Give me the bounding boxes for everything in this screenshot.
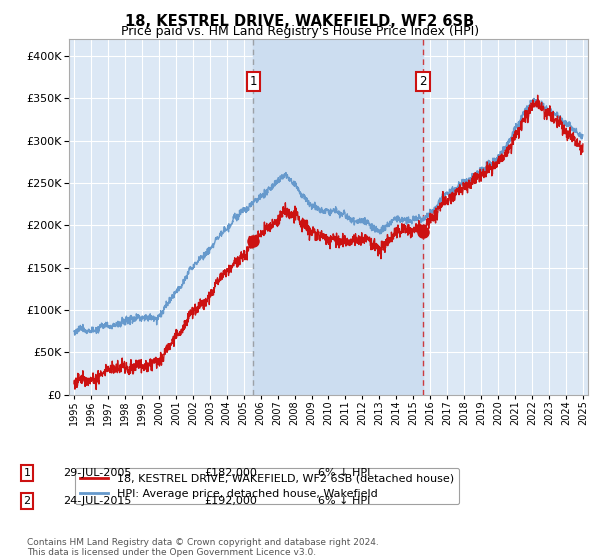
Text: Contains HM Land Registry data © Crown copyright and database right 2024.
This d: Contains HM Land Registry data © Crown c… — [27, 538, 379, 557]
Bar — [253, 39, 423, 395]
Text: 1: 1 — [23, 468, 31, 478]
Text: 18, KESTREL DRIVE, WAKEFIELD, WF2 6SB: 18, KESTREL DRIVE, WAKEFIELD, WF2 6SB — [125, 14, 475, 29]
Text: 2: 2 — [23, 496, 31, 506]
Text: 1: 1 — [250, 76, 257, 88]
Text: 2: 2 — [419, 76, 427, 88]
Text: 24-JUL-2015: 24-JUL-2015 — [63, 496, 131, 506]
Text: Price paid vs. HM Land Registry's House Price Index (HPI): Price paid vs. HM Land Registry's House … — [121, 25, 479, 38]
Text: 29-JUL-2005: 29-JUL-2005 — [63, 468, 131, 478]
Text: £192,000: £192,000 — [204, 496, 257, 506]
Text: £182,000: £182,000 — [204, 468, 257, 478]
Legend: 18, KESTREL DRIVE, WAKEFIELD, WF2 6SB (detached house), HPI: Average price, deta: 18, KESTREL DRIVE, WAKEFIELD, WF2 6SB (d… — [74, 468, 460, 505]
Text: 6% ↓ HPI: 6% ↓ HPI — [318, 468, 370, 478]
Text: 6% ↓ HPI: 6% ↓ HPI — [318, 496, 370, 506]
